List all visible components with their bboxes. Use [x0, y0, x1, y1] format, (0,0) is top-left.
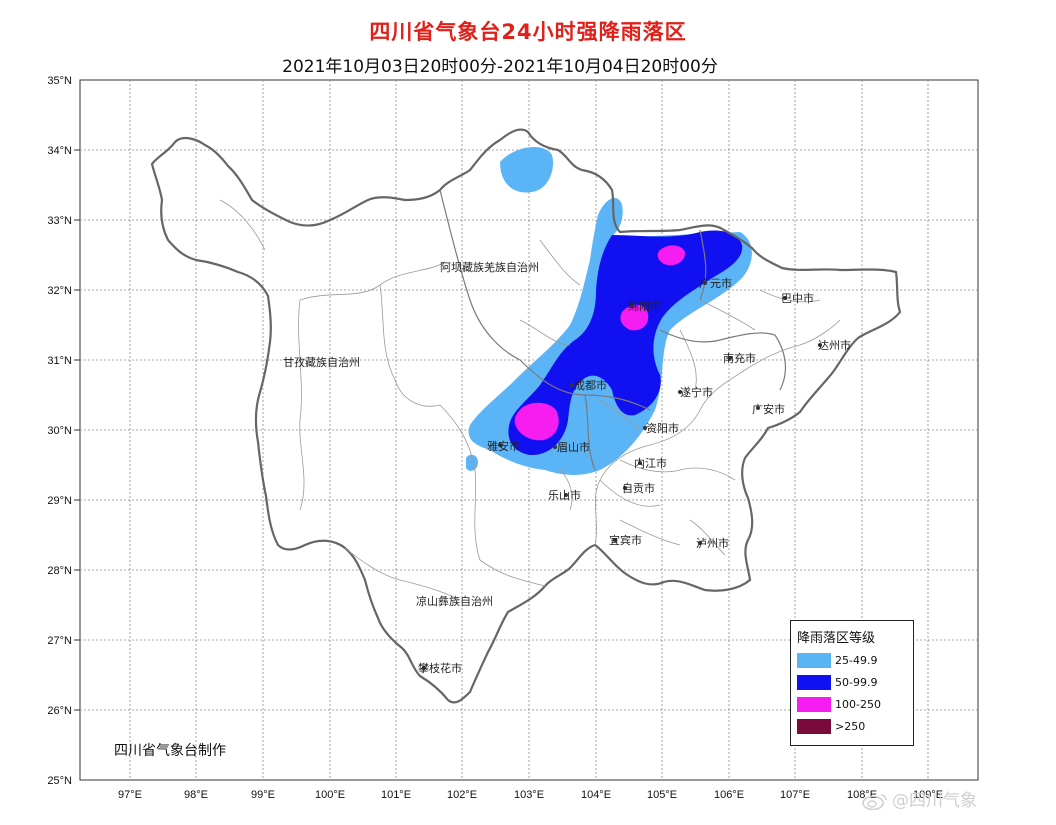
rain-area-50-99	[508, 230, 743, 456]
weibo-logo-icon	[862, 794, 887, 810]
lon-label: 103°E	[514, 789, 544, 801]
map-title: 四川省气象台24小时强降雨落区	[369, 20, 687, 44]
lat-label: 31°N	[47, 355, 72, 367]
lon-label: 107°E	[780, 789, 810, 801]
label-luzhou: 泸州市	[696, 536, 729, 550]
label-guangyuan: 广元市	[699, 276, 732, 290]
weibo-watermark: @四川气象	[862, 786, 977, 811]
lon-label: 99°E	[251, 789, 275, 801]
legend-label: 50-99.9	[835, 676, 878, 689]
legend-item: >250	[797, 719, 913, 734]
legend-title: 降雨落区等级	[797, 631, 876, 646]
lat-label: 27°N	[47, 635, 72, 647]
map-subtitle: 2021年10月03日20时00分-2021年10月04日20时00分	[282, 57, 718, 77]
label-leshan: 乐山市	[548, 488, 581, 502]
lon-label: 106°E	[714, 789, 744, 801]
lon-label: 104°E	[581, 789, 611, 801]
label-ganzi: 甘孜藏族自治州	[283, 355, 360, 369]
lon-label: 102°E	[447, 789, 477, 801]
label-panzhihua: 攀枝花市	[418, 661, 462, 675]
label-yibin: 宜宾市	[609, 533, 642, 547]
lon-label: 105°E	[647, 789, 677, 801]
rainfall-areas	[466, 146, 752, 475]
lat-label: 28°N	[47, 565, 72, 577]
rain-area-100-250	[514, 245, 686, 441]
label-guangan: 广安市	[752, 402, 785, 416]
label-bazhong: 巴中市	[781, 291, 814, 305]
label-liangshan: 凉山彝族自治州	[416, 594, 493, 608]
label-zigong: 自贡市	[622, 481, 655, 495]
lon-label: 100°E	[315, 789, 345, 801]
label-meishan: 眉山市	[557, 440, 590, 454]
label-aba: 阿坝藏族羌族自治州	[440, 260, 539, 274]
legend-item: 25-49.9	[797, 653, 913, 668]
legend-swatch	[797, 675, 831, 690]
lat-label: 33°N	[47, 215, 72, 227]
legend-label: 25-49.9	[835, 654, 878, 667]
label-suining: 遂宁市	[680, 385, 713, 399]
lon-label: 108°E	[847, 789, 877, 801]
lat-label: 30°N	[47, 425, 72, 437]
lat-label: 29°N	[47, 495, 72, 507]
legend-label: 100-250	[835, 698, 881, 711]
label-dazhou: 达州市	[818, 338, 851, 352]
label-chengdu: 成都市	[574, 378, 607, 392]
legend-item: 100-250	[797, 697, 913, 712]
label-mianyang: 绵阳市	[628, 299, 661, 313]
province-outline	[150, 128, 902, 704]
lat-label: 26°N	[47, 705, 72, 717]
label-ziyang: 资阳市	[646, 421, 679, 435]
label-neijiang: 内江市	[634, 456, 667, 470]
legend-item: 50-99.9	[797, 675, 913, 690]
lat-label: 32°N	[47, 285, 72, 297]
legend-swatch	[797, 719, 831, 734]
legend-label: >250	[835, 720, 866, 733]
watermark-text: @四川气象	[892, 791, 977, 811]
lon-label: 98°E	[184, 789, 208, 801]
producer-credit: 四川省气象台制作	[114, 743, 226, 759]
label-yaan: 雅安市	[487, 439, 520, 453]
lon-label: 101°E	[381, 789, 411, 801]
label-nanchong: 南充市	[723, 351, 756, 365]
lon-label: 97°E	[118, 789, 142, 801]
legend-swatch	[797, 697, 831, 712]
lat-label: 35°N	[47, 75, 72, 87]
lat-label: 34°N	[47, 145, 72, 157]
lon-label: 109°E	[913, 789, 943, 801]
legend: 降雨落区等级 25-49.9 50-99.9 100-250 >250	[790, 620, 914, 746]
legend-swatch	[797, 653, 831, 668]
lat-label: 25°N	[47, 775, 72, 787]
